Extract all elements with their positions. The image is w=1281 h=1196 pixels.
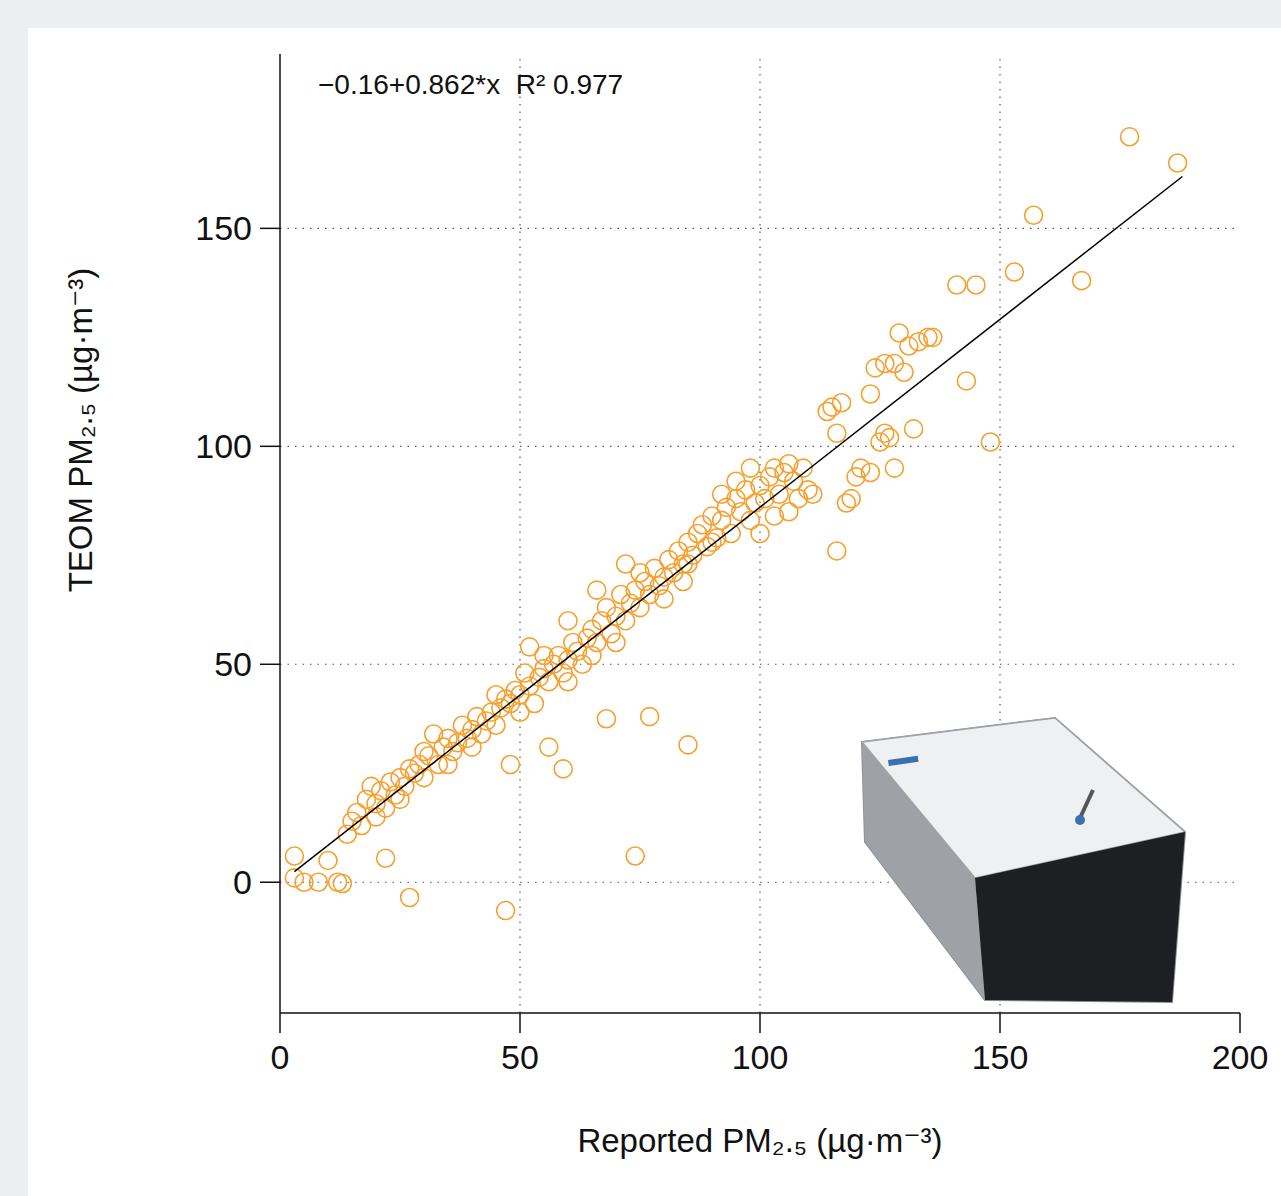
x-tick-label: 200 [1212,1038,1269,1076]
point [890,324,908,342]
point [837,494,855,512]
point [641,708,659,726]
point [881,429,899,447]
point [588,581,606,599]
point [295,873,313,891]
point [751,525,769,543]
point [540,738,558,756]
point [1005,263,1023,281]
panel: 0 50 100 150 200 0 50 100 150 Reported PM₂.₅ (µg·… [28,28,1281,1196]
y-tick-label: 0 [233,863,252,901]
y-tick-label: 100 [195,427,252,465]
point [497,902,515,920]
point [852,459,870,477]
chart-body: 0 50 100 150 200 0 50 100 150 Reported PM₂.₅ (µg·… [62,54,1268,1159]
point [415,769,433,787]
point [1025,206,1043,224]
y-axis-title: TEOM PM₂.₅ (µg·m⁻³) [62,268,99,593]
x-tick [519,1013,521,1033]
y-tick [260,664,280,666]
point [727,472,745,490]
x-tick [999,1013,1001,1033]
point [981,433,999,451]
point [617,555,635,573]
point [828,542,846,560]
point [439,756,457,774]
plot-data [285,128,1186,920]
point [559,673,577,691]
point [780,503,798,521]
point [674,572,692,590]
point [655,590,673,608]
x-tick [1239,1013,1241,1033]
y-tick [260,228,280,230]
point [948,276,966,294]
grid-line [519,54,520,1013]
point [559,612,577,630]
point [583,647,601,665]
point [722,525,740,543]
x-axis-title: Reported PM₂.₅ (µg·m⁻³) [577,1122,942,1159]
y-tick-label: 150 [195,209,252,247]
point [487,686,505,704]
point [617,612,635,630]
point [607,633,625,651]
point [713,485,731,503]
x-tick-label: 50 [501,1038,539,1076]
point [501,756,519,774]
fit-line [294,177,1182,872]
point [919,328,937,346]
point [463,738,481,756]
x-tick-label: 100 [732,1038,789,1076]
grid-line [759,54,760,1013]
x-tick-label: 0 [271,1038,290,1076]
y-tick [260,881,280,883]
point [967,276,985,294]
point [319,851,337,869]
point [957,372,975,390]
point [924,328,942,346]
point [703,533,721,551]
chart: 0 50 100 150 200 0 50 100 150 Reported PM₂.₅ (µg·… [28,28,1281,1196]
point [367,808,385,826]
x-tick [279,1013,281,1033]
point [521,638,539,656]
point [511,703,529,721]
point [401,888,419,906]
y-tick [260,446,280,448]
point [333,875,351,893]
grid-line [280,228,1240,229]
point [626,847,644,865]
point [309,873,327,891]
point [679,736,697,754]
x-tick-label: 150 [972,1038,1029,1076]
grid-line [280,664,1240,665]
point [554,760,572,778]
y-tick-label: 50 [214,645,252,683]
point [885,354,903,372]
y-axis-line [279,54,281,1013]
point [828,424,846,442]
instrument-picture [862,718,1185,1002]
point [842,490,860,508]
fit-label: −0.16+0.862*x R² 0.977 [318,69,623,100]
point [597,710,615,728]
point [900,337,918,355]
point [833,394,851,412]
point [1073,272,1091,290]
point [799,481,817,499]
grid-line [280,446,1240,447]
x-tick [759,1013,761,1033]
point [905,420,923,438]
point [377,849,395,867]
point [861,385,879,403]
point [415,742,433,760]
point [885,459,903,477]
point [741,459,759,477]
point [285,847,303,865]
point [1169,154,1187,172]
point [1121,128,1139,146]
